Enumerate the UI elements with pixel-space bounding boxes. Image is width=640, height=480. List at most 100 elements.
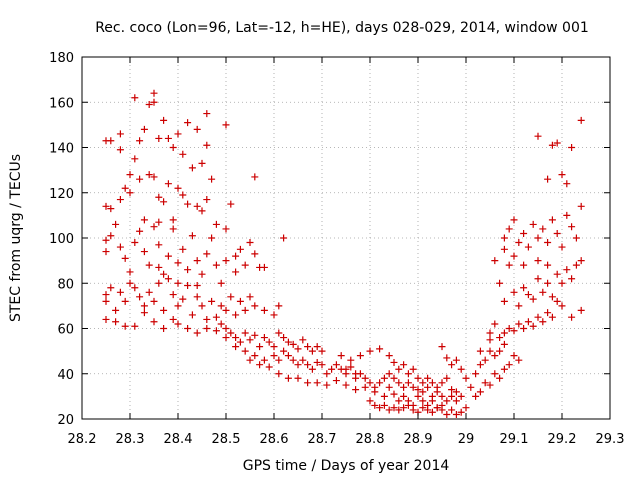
data-point: [136, 293, 144, 301]
data-point: [260, 334, 268, 342]
data-point: [462, 374, 470, 382]
data-point: [150, 173, 158, 181]
data-point: [174, 130, 182, 138]
data-point: [174, 320, 182, 328]
data-point: [275, 329, 283, 337]
data-point: [496, 279, 504, 287]
data-point: [217, 302, 225, 310]
data-point: [356, 352, 364, 360]
data-point: [217, 279, 225, 287]
data-point: [256, 263, 264, 271]
data-point: [112, 318, 120, 326]
data-point: [443, 397, 451, 405]
data-point: [212, 327, 220, 335]
data-point: [380, 374, 388, 382]
data-point: [452, 388, 460, 396]
data-point: [323, 381, 331, 389]
data-point: [179, 150, 187, 158]
data-point: [428, 392, 436, 400]
data-point: [390, 374, 398, 382]
data-point: [457, 365, 465, 373]
data-point: [486, 381, 494, 389]
data-point: [275, 356, 283, 364]
data-point: [448, 392, 456, 400]
data-point: [544, 261, 552, 269]
data-point: [184, 119, 192, 127]
data-point: [232, 268, 240, 276]
data-point: [347, 363, 355, 371]
data-point: [515, 320, 523, 328]
data-point: [169, 225, 177, 233]
data-point: [510, 288, 518, 296]
x-tick-label: 29.1: [500, 432, 529, 447]
data-point: [126, 189, 134, 197]
data-point: [241, 261, 249, 269]
data-point: [505, 225, 513, 233]
data-point: [395, 397, 403, 405]
data-point: [203, 250, 211, 258]
data-point: [500, 297, 508, 305]
data-point: [203, 196, 211, 204]
data-point: [400, 383, 408, 391]
data-point: [438, 406, 446, 414]
data-point: [246, 356, 254, 364]
data-point: [476, 347, 484, 355]
data-point: [553, 139, 561, 147]
data-point: [539, 288, 547, 296]
data-point: [179, 295, 187, 303]
data-point: [140, 309, 148, 317]
data-point: [448, 406, 456, 414]
data-point: [140, 248, 148, 256]
data-point: [299, 356, 307, 364]
x-tick-label: 29: [458, 432, 475, 447]
data-point: [294, 361, 302, 369]
data-point: [203, 315, 211, 323]
data-point: [318, 361, 326, 369]
data-point: [222, 334, 230, 342]
data-point: [284, 374, 292, 382]
data-point: [414, 374, 422, 382]
data-point: [102, 297, 110, 305]
data-point: [164, 180, 172, 188]
data-point: [395, 406, 403, 414]
data-point: [246, 239, 254, 247]
data-point: [563, 180, 571, 188]
data-point: [313, 343, 321, 351]
data-point: [452, 356, 460, 364]
data-point: [419, 379, 427, 387]
data-point: [150, 297, 158, 305]
data-point: [577, 306, 585, 314]
data-point: [443, 374, 451, 382]
data-point: [424, 383, 432, 391]
data-point: [160, 306, 168, 314]
data-point: [169, 144, 177, 151]
data-point: [150, 98, 158, 106]
data-point: [577, 116, 585, 124]
data-point: [155, 193, 163, 201]
data-point: [102, 248, 110, 256]
data-point: [563, 211, 571, 219]
data-point: [174, 302, 182, 310]
data-point: [294, 345, 302, 353]
data-point: [414, 392, 422, 400]
y-axis-label: STEC from uqrg / TECUs: [8, 154, 24, 322]
data-point: [520, 261, 528, 269]
data-point: [500, 340, 508, 348]
x-tick-label: 29.2: [548, 432, 577, 447]
data-point: [496, 374, 504, 382]
y-tick-label: 20: [57, 413, 74, 428]
data-point: [452, 397, 460, 405]
data-point: [361, 383, 369, 391]
data-point: [102, 315, 110, 323]
data-point: [563, 266, 571, 274]
data-point: [428, 408, 436, 416]
data-point: [155, 134, 163, 142]
data-point: [241, 306, 249, 314]
data-point: [232, 343, 240, 351]
data-point: [419, 388, 427, 396]
data-point: [390, 390, 398, 398]
data-point: [505, 261, 513, 269]
y-tick-label: 140: [49, 142, 74, 157]
data-point: [515, 356, 523, 364]
data-point: [308, 347, 316, 355]
